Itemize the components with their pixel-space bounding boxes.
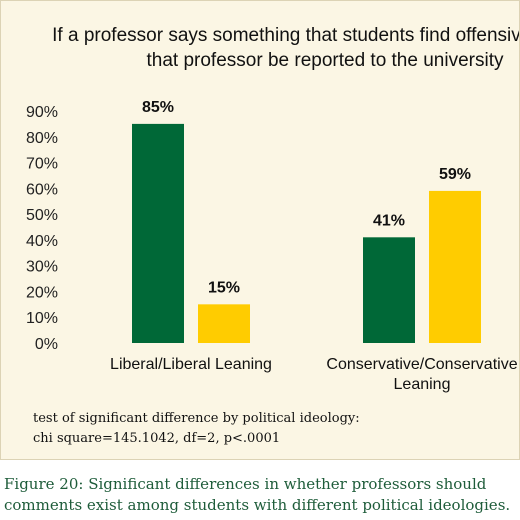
y-tick-label: 90% (26, 104, 58, 121)
bar (429, 190, 481, 343)
bar (363, 237, 415, 343)
figure-caption: Figure 20: Significant differences in wh… (4, 474, 510, 516)
bar (198, 304, 250, 343)
caption-line-2: comments exist among students with diffe… (4, 496, 511, 514)
y-tick-label: 20% (26, 284, 58, 301)
y-tick-label: 60% (26, 181, 58, 198)
bar-value-label: 85% (142, 99, 174, 116)
y-tick-label: 80% (26, 130, 58, 147)
statistical-note: test of significant difference by politi… (33, 409, 360, 449)
bar (132, 123, 184, 343)
y-tick-label: 50% (26, 207, 58, 224)
category-label: Liberal/Liberal Leaning (110, 356, 272, 373)
category-label: Conservative/Conservative Leaning (326, 356, 517, 393)
bar-value-label: 15% (208, 279, 240, 296)
bar-chart: 0% 10% 20% 30% 40% 50% 60% 70% 80% 90% 85% 41% 15% 59… (26, 99, 518, 393)
note-line-1: test of significant difference by politi… (33, 411, 360, 426)
note-line-2: chi square=145.1042, df=2, p<.0001 (33, 431, 281, 446)
y-tick-label: 10% (26, 310, 58, 327)
y-tick-label: 30% (26, 259, 58, 276)
y-tick-label: 70% (26, 156, 58, 173)
bar-value-label: 59% (439, 166, 471, 183)
caption-line-1: Figure 20: Significant differences in wh… (4, 475, 487, 493)
bar-value-label: 41% (373, 212, 405, 229)
y-tick-label: 0% (35, 336, 58, 353)
chart-title: If a professor says something that stude… (52, 25, 520, 71)
y-tick-label: 40% (26, 233, 58, 250)
chart-panel: If a professor says something that stude… (0, 0, 520, 460)
